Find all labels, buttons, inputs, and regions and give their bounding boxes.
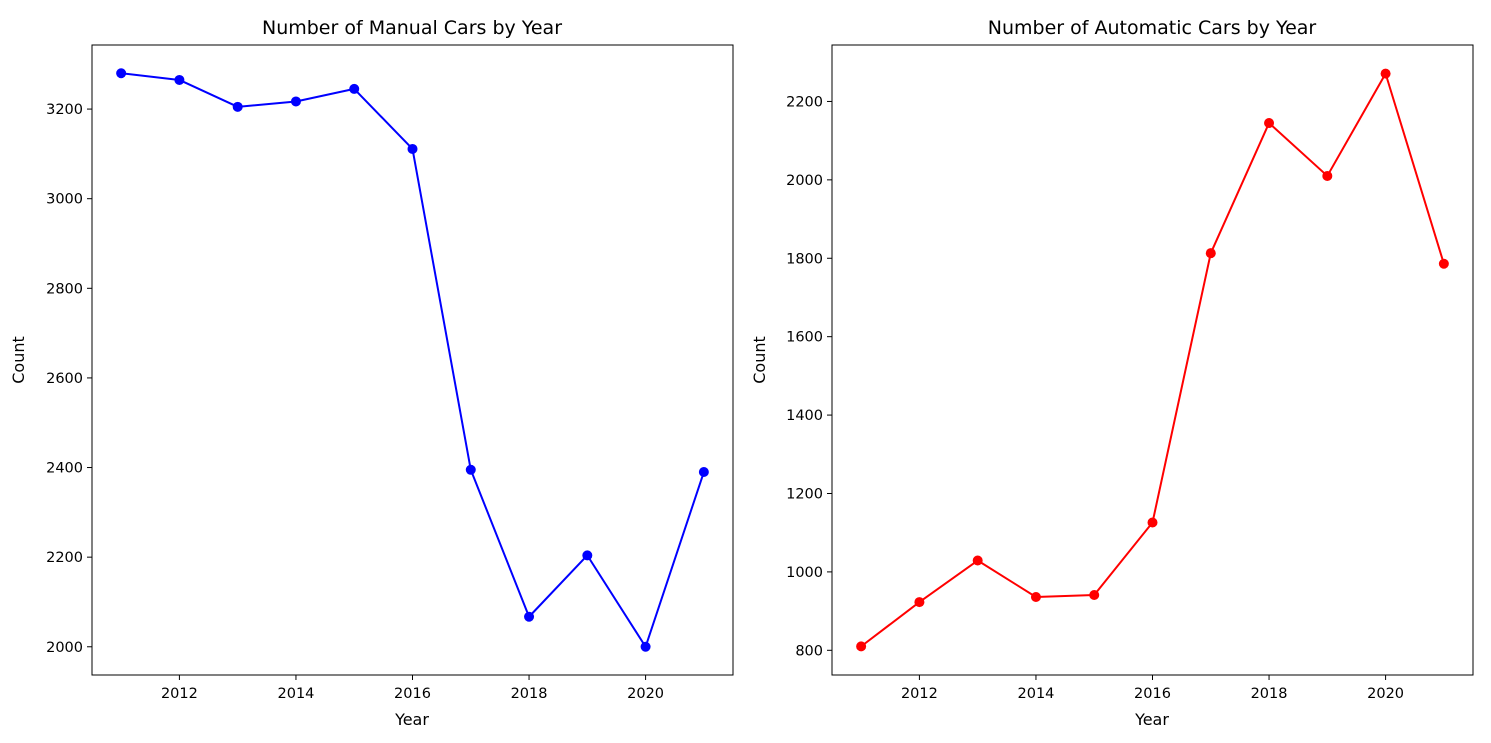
automatic-data-point [1322,170,1333,181]
automatic-x-tick-label: 2014 [1018,686,1055,702]
manual-data-point [290,96,301,107]
manual-data-point [465,464,476,475]
automatic-data-point [1147,517,1158,528]
automatic-data-point [972,555,983,566]
manual-y-tick-label: 3000 [46,192,83,208]
manual-y-tick-label: 2600 [46,371,83,387]
automatic-data-point [914,597,925,608]
manual-data-point [116,68,127,79]
automatic-data-point [1030,591,1041,602]
automatic-data-point [1264,118,1275,129]
automatic-y-tick-label: 2000 [786,173,823,189]
manual-y-axis-label: Count [9,336,28,384]
manual-y-tick-label: 2400 [46,461,83,477]
manual-x-tick-label: 2014 [278,686,315,702]
automatic-y-axis-label: Count [750,336,769,384]
automatic-y-tick-label: 800 [795,643,823,659]
manual-y-tick-label: 2200 [46,550,83,566]
manual-data-point [698,467,709,478]
automatic-x-tick-label: 2020 [1367,686,1404,702]
manual-x-axis-label: Year [394,710,429,729]
manual-x-tick-label: 2018 [511,686,548,702]
manual-y-tick-label: 2000 [46,640,83,656]
manual-plot-area: 2012 2014 2016 2018 2020 2000 2200 2400 2600 2800… [46,44,734,702]
automatic-y-tick-label: 1800 [786,251,823,267]
manual-x-tick-label: 2012 [161,686,198,702]
automatic-axes-frame [831,44,1474,676]
manual-data-point [349,83,360,94]
manual-data-point [407,143,418,154]
automatic-chart-title: Number of Automatic Cars by Year [988,17,1317,39]
manual-data-point [232,101,243,112]
automatic-y-tick-label: 2200 [786,94,823,110]
manual-x-tick-label: 2016 [394,686,431,702]
automatic-y-tick-label: 1600 [786,330,823,346]
automatic-cars-panel: Number of Automatic Cars by Year 2012 201… [750,17,1474,729]
manual-y-tick-label: 3200 [46,102,83,118]
manual-cars-panel: Number of Manual Cars by Year 2012 2014 20… [9,17,734,729]
manual-data-point [524,611,535,622]
manual-data-point [640,641,651,652]
automatic-x-tick-label: 2018 [1251,686,1288,702]
manual-y-tick-label: 2800 [46,281,83,297]
automatic-x-tick-label: 2012 [901,686,938,702]
automatic-data-point [1089,590,1100,601]
automatic-y-tick-label: 1000 [786,565,823,581]
automatic-plot-area: 2012 2014 2016 2018 2020 800 1000 1200 1400 1600 1… [786,44,1474,702]
automatic-data-point [1205,248,1216,259]
manual-data-point [582,550,593,561]
manual-chart-title: Number of Manual Cars by Year [262,17,562,39]
manual-data-point [174,74,185,85]
automatic-x-tick-label: 2016 [1134,686,1171,702]
automatic-x-axis-label: Year [1134,710,1169,729]
manual-axes-frame [91,44,734,676]
automatic-y-tick-label: 1400 [786,408,823,424]
automatic-data-point [856,641,867,652]
automatic-y-tick-label: 1200 [786,486,823,502]
automatic-data-point [1438,258,1449,269]
automatic-data-point [1380,68,1391,79]
manual-x-tick-label: 2020 [627,686,664,702]
